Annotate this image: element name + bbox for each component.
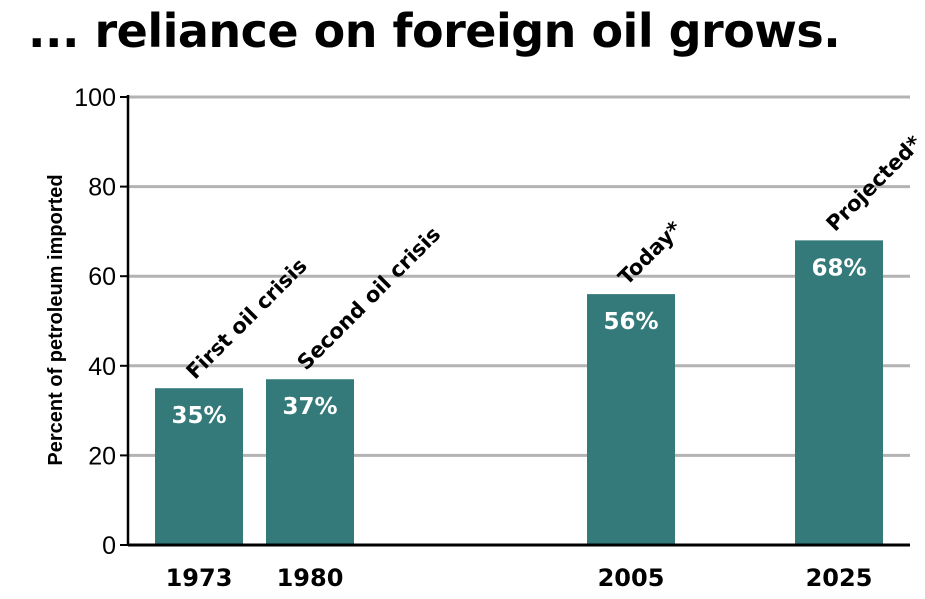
data-label: 56% <box>603 309 658 335</box>
y-tick-labels: 0 20 40 60 80 100 <box>74 84 116 560</box>
data-label: 35% <box>171 403 226 429</box>
x-tick-label: 1973 <box>166 564 233 592</box>
x-tick-label: 1980 <box>277 564 344 592</box>
bar-annotation: Projected* <box>822 131 925 236</box>
bar-annotation: Today* <box>614 217 687 290</box>
data-label: 37% <box>282 394 337 420</box>
x-tick-labels: 1973 1980 2005 2025 <box>166 564 873 592</box>
bar-annotation: First oil crisis <box>182 254 312 384</box>
x-tick-label: 2025 <box>806 564 873 592</box>
y-tick-label: 80 <box>88 174 116 202</box>
y-tick-label: 0 <box>102 532 116 560</box>
x-tick-label: 2005 <box>598 564 665 592</box>
bar-2025 <box>795 240 883 545</box>
y-tick-label: 60 <box>88 263 116 291</box>
y-tick-label: 40 <box>88 353 116 381</box>
y-tick-label: 100 <box>74 84 116 112</box>
bar-annotation: Second oil crisis <box>293 222 446 375</box>
y-axis-label: Percent of petroleum imported <box>45 174 67 465</box>
data-label: 68% <box>811 255 866 281</box>
y-tick-label: 20 <box>88 442 116 470</box>
